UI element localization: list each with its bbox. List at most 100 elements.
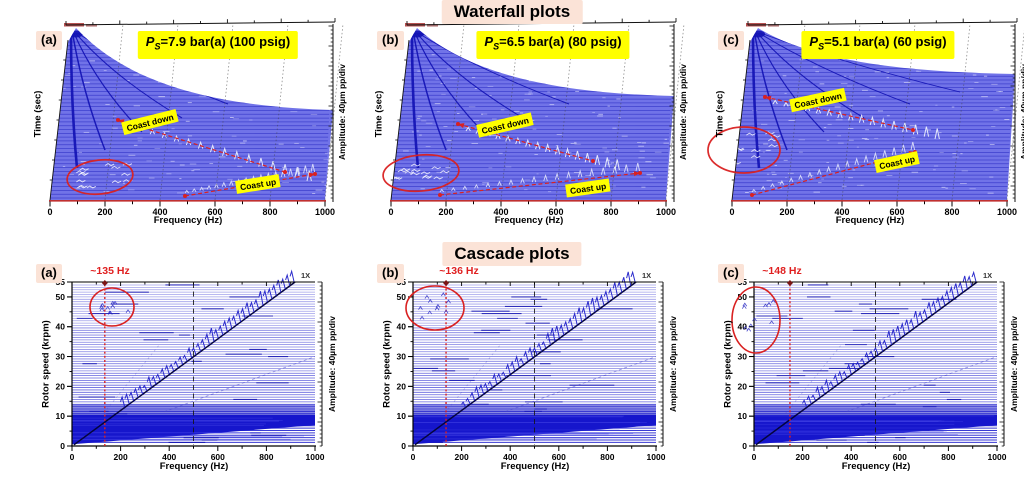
amplitude-axis-label: Amplitude: 40µm pp/div: [1019, 63, 1024, 161]
svg-text:40: 40: [56, 322, 66, 332]
svg-text:1000: 1000: [997, 207, 1017, 217]
frequency-axis-label: Frequency (Hz): [841, 461, 911, 472]
panel-letter: (c): [718, 264, 744, 283]
pressure-subscript: S: [818, 41, 825, 52]
svg-text:400: 400: [834, 207, 849, 217]
pressure-value: =7.9 bar(a) (100 psig): [160, 34, 291, 49]
subsync-frequency-label: ~148 Hz: [762, 265, 802, 277]
svg-text:1000: 1000: [647, 452, 666, 462]
svg-text:1000: 1000: [656, 207, 676, 217]
subsync-frequency-label: ~135 Hz: [90, 265, 130, 277]
svg-text:0: 0: [60, 441, 65, 451]
rotor-speed-axis-label: Rotor speed (krpm): [722, 320, 734, 408]
svg-text:0: 0: [401, 441, 406, 451]
cascade-plot-a: 0200400600800100001020304050551X: [56, 269, 325, 462]
frequency-axis-label: Frequency (Hz): [494, 215, 564, 226]
cascade-plot-b: 0200400600800100001020304050551X: [397, 270, 666, 462]
svg-text:1X: 1X: [642, 271, 651, 280]
amplitude-axis-label: Amplitude: 40µm pp/div: [1009, 315, 1019, 413]
frequency-axis-label: Frequency (Hz): [500, 461, 570, 472]
cascade-panel-b: 0200400600800100001020304050551X (b) ~13…: [341, 240, 686, 498]
svg-text:20: 20: [738, 381, 748, 391]
svg-text:400: 400: [152, 207, 167, 217]
cascade-row-title: Cascade plots: [442, 242, 582, 266]
frequency-axis-label: Frequency (Hz): [835, 215, 905, 226]
svg-text:200: 200: [796, 452, 810, 462]
pressure-symbol: P: [145, 34, 155, 49]
svg-text:50: 50: [738, 292, 748, 302]
svg-text:600: 600: [548, 207, 563, 217]
svg-text:600: 600: [552, 452, 566, 462]
subsync-frequency-label: ~136 Hz: [439, 265, 479, 277]
svg-text:0: 0: [388, 207, 393, 217]
svg-text:1000: 1000: [988, 452, 1007, 462]
svg-text:30: 30: [738, 352, 748, 362]
svg-text:200: 200: [438, 207, 453, 217]
svg-text:1X: 1X: [983, 271, 992, 280]
svg-text:40: 40: [738, 322, 748, 332]
svg-text:0: 0: [70, 452, 75, 462]
svg-text:40: 40: [397, 322, 407, 332]
svg-text:600: 600: [893, 452, 907, 462]
cascade-panel-a: 0200400600800100001020304050551X (a) ~13…: [0, 240, 345, 498]
svg-text:200: 200: [114, 452, 128, 462]
svg-text:0: 0: [742, 441, 747, 451]
pressure-subscript: S: [493, 41, 500, 52]
amplitude-axis-label: Amplitude: 40µm pp/div: [668, 315, 678, 413]
svg-text:400: 400: [162, 452, 176, 462]
svg-text:10: 10: [738, 411, 748, 421]
svg-text:50: 50: [397, 292, 407, 302]
svg-text:800: 800: [259, 452, 273, 462]
svg-text:800: 800: [944, 207, 959, 217]
svg-text:200: 200: [455, 452, 469, 462]
svg-text:800: 800: [262, 207, 277, 217]
svg-text:30: 30: [56, 352, 66, 362]
pressure-value: =6.5 bar(a) (80 psig): [499, 34, 622, 49]
svg-text:200: 200: [779, 207, 794, 217]
time-axis-label: Time (sec): [714, 90, 726, 138]
svg-text:30: 30: [397, 352, 407, 362]
svg-text:800: 800: [603, 207, 618, 217]
waterfall-panel-b: 0 200 400 600 800 1000 (b) PS=6.5 bar(a) (80 …: [341, 0, 688, 240]
pressure-symbol: P: [809, 34, 819, 49]
svg-text:1000: 1000: [306, 452, 325, 462]
svg-text:400: 400: [493, 207, 508, 217]
svg-text:400: 400: [503, 452, 517, 462]
svg-text:200: 200: [97, 207, 112, 217]
svg-text:0: 0: [729, 207, 734, 217]
waterfall-row-title: Waterfall plots: [441, 0, 583, 24]
pressure-label: PS=6.5 bar(a) (80 psig): [476, 31, 630, 59]
panel-letter: (b): [377, 31, 404, 50]
svg-text:10: 10: [397, 411, 407, 421]
cascade-plot-c: 0200400600800100001020304050551X: [731, 270, 1007, 462]
svg-text:600: 600: [207, 207, 222, 217]
svg-text:10: 10: [56, 411, 66, 421]
pressure-value: =5.1 bar(a) (60 psig): [824, 34, 947, 49]
waterfall-panel-a: 0 200 400 600 800 1000 (a) PS=7.9 bar(a) (100…: [0, 0, 347, 240]
time-axis-label: Time (sec): [32, 90, 44, 138]
pressure-label: PS=5.1 bar(a) (60 psig): [801, 31, 955, 59]
svg-text:0: 0: [47, 207, 52, 217]
time-axis-label: Time (sec): [373, 90, 385, 138]
pressure-label: PS=7.9 bar(a) (100 psig): [137, 31, 299, 59]
pressure-subscript: S: [154, 41, 161, 52]
frequency-axis-label: Frequency (Hz): [153, 215, 223, 226]
panel-letter: (a): [36, 264, 62, 283]
svg-text:400: 400: [844, 452, 858, 462]
rotor-speed-axis-label: Rotor speed (krpm): [40, 320, 52, 408]
cascade-panel-c: 0200400600800100001020304050551X (c) ~14…: [682, 240, 1024, 498]
cascade-row: Cascade plots 0 200 400 600 800 1000 0 10 20 30 40…: [0, 240, 1024, 498]
waterfall-plot-b: 0 200 400 600 800 1000: [382, 18, 685, 217]
waterfall-row: Waterfall plots 0 200 400 600 800 1000 (a) PS…: [0, 0, 1024, 240]
svg-text:0: 0: [411, 452, 416, 462]
svg-text:20: 20: [397, 381, 407, 391]
panel-letter: (c): [718, 31, 744, 50]
svg-text:0: 0: [752, 452, 757, 462]
svg-text:800: 800: [941, 452, 955, 462]
svg-text:600: 600: [211, 452, 225, 462]
svg-text:50: 50: [56, 292, 66, 302]
waterfall-panel-c: 0 200 400 600 800 1000 (c) PS=5.1 bar(a) (60 …: [682, 0, 1024, 240]
rotor-speed-axis-label: Rotor speed (krpm): [381, 320, 393, 408]
panel-letter: (b): [377, 264, 404, 283]
